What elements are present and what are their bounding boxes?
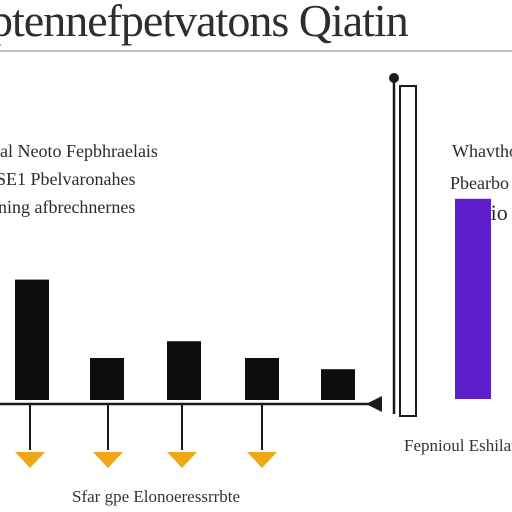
legend-left-line-3: eaning afbrechnernes <box>0 197 136 217</box>
marker-triangle-4 <box>247 452 277 468</box>
bar-2 <box>90 358 124 400</box>
y-axis-frame <box>399 85 417 417</box>
right-caption: Fepnioul Eshilat <box>404 436 512 455</box>
title-divider <box>0 50 512 52</box>
chart-title: ptennefpetvatons Qiatin <box>0 0 409 46</box>
marker-triangle-1 <box>15 452 45 468</box>
legend-left-line-1: eal Neoto Fepbhraelais <box>0 141 158 161</box>
bar-1 <box>15 279 49 400</box>
legend-left-line-2: SE1 Pbelvaronahes <box>0 169 136 189</box>
legend-right-line-2: Pbearbo <box>450 173 509 193</box>
marker-triangle-3 <box>167 452 197 468</box>
marker-triangle-2 <box>93 452 123 468</box>
y-axis-cap <box>389 73 399 83</box>
bar-4 <box>245 358 279 400</box>
x-axis-caption: Sfar gpe Elonoeressrrbte <box>72 487 241 506</box>
accent-bar <box>455 198 491 399</box>
legend-right-line-1: Whavtho <box>452 141 512 161</box>
bar-3 <box>167 341 201 400</box>
bar-5 <box>321 369 355 400</box>
axis-arrowhead <box>366 396 382 412</box>
